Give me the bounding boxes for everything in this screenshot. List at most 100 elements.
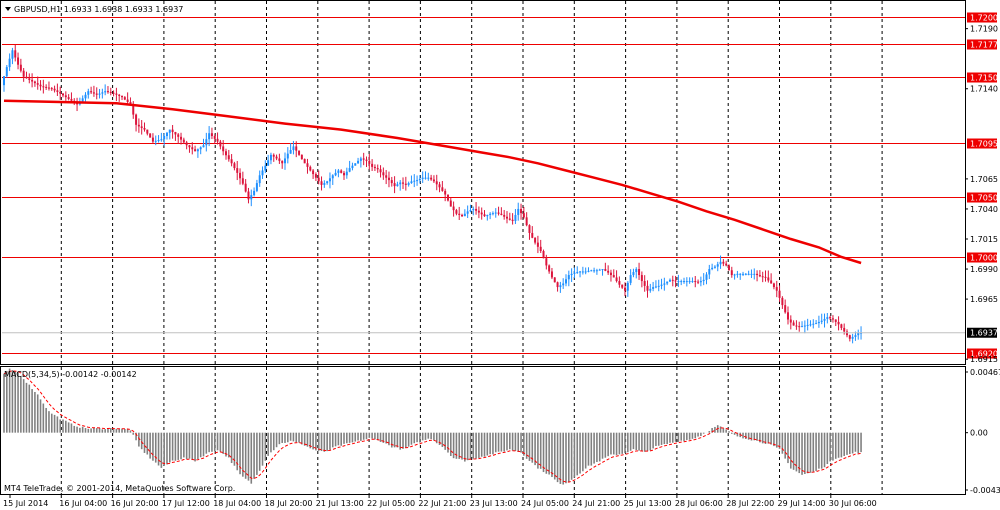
candle-body: [798, 326, 801, 328]
candle-body: [685, 281, 688, 283]
candle-body: [446, 194, 449, 201]
level-label-box: [967, 39, 997, 50]
candle-body: [792, 322, 795, 326]
dropdown-triangle-icon[interactable]: [5, 7, 11, 11]
candle-body: [503, 214, 506, 217]
candle-body: [753, 273, 756, 275]
candle-body: [461, 214, 464, 217]
candle-body: [115, 93, 118, 95]
candle-body: [253, 190, 256, 196]
candle-body: [314, 174, 317, 178]
candle-body: [795, 325, 798, 327]
candle-body: [528, 225, 531, 233]
candle-body: [328, 178, 331, 182]
candle-body: [517, 208, 520, 215]
candle-body: [638, 269, 641, 276]
candle-body: [677, 281, 680, 283]
candles: [3, 44, 863, 344]
candle-body: [466, 211, 469, 214]
candle-body: [573, 272, 576, 274]
candle-body: [140, 126, 143, 129]
candle-body: [789, 319, 792, 323]
candle-body: [567, 275, 570, 280]
candle-body: [396, 184, 399, 187]
candle-body: [182, 139, 185, 143]
candle-body: [427, 177, 430, 179]
candle-body: [688, 281, 691, 283]
candle-body: [404, 183, 407, 185]
candle-body: [135, 114, 138, 125]
candle-body: [281, 160, 284, 164]
time-tick-label: 30 Jul 06:00: [829, 499, 877, 508]
candle-body: [365, 159, 368, 161]
candle-body: [781, 297, 784, 306]
candle-body: [143, 128, 146, 130]
candle-body: [208, 133, 211, 140]
candle-body: [81, 98, 84, 102]
candle-body: [565, 279, 567, 284]
time-tick-label: 21 Jul 13:00: [316, 499, 364, 508]
candle-body: [725, 263, 728, 266]
level-label-box: [967, 138, 997, 149]
candle-body: [716, 264, 719, 267]
symbol-title: GBPUSD,H1 1.6933 1.6938 1.6933 1.6937: [14, 5, 183, 14]
candle-body: [129, 101, 132, 105]
candle-body: [410, 181, 413, 184]
candle-body: [801, 326, 804, 328]
candle-body: [458, 213, 461, 215]
candle-body: [840, 324, 843, 328]
candle-body: [267, 160, 270, 166]
candle-body: [556, 282, 559, 288]
candle-body: [104, 91, 107, 93]
candle-body: [851, 336, 854, 339]
chart-title[interactable]: GBPUSD,H1 1.6933 1.6938 1.6933 1.6937: [5, 5, 183, 14]
candle-body: [598, 269, 601, 271]
candle-body: [640, 275, 643, 282]
candle-body: [652, 287, 655, 289]
candle-body: [469, 210, 472, 212]
candle-body: [837, 321, 840, 325]
candle-body: [626, 282, 629, 291]
candle-body: [680, 281, 683, 283]
candle-body: [402, 182, 405, 184]
macd-axis: 0.00467 0.00 -0.00436: [965, 368, 1000, 495]
candle-body: [435, 181, 438, 185]
candle-body: [334, 172, 337, 176]
candle-body: [508, 218, 511, 220]
candle-body: [67, 97, 70, 99]
candle-body: [255, 183, 258, 191]
candle-body: [292, 146, 295, 151]
price-tick-label: 1.7040: [970, 205, 998, 214]
ma-line[interactable]: [3, 99, 862, 265]
candle-body: [25, 76, 28, 79]
candle-body: [64, 95, 67, 98]
candle-body: [629, 275, 632, 283]
candle-body: [343, 172, 346, 176]
macd-signal: [3, 370, 862, 483]
candle-body: [438, 184, 441, 188]
candle-body: [590, 270, 593, 272]
price-tick-label: 1.6915: [970, 355, 998, 364]
price-tick-label: 1.7140: [970, 85, 998, 94]
candle-body: [300, 154, 303, 160]
candle-body: [45, 86, 48, 88]
price-tick-label: 1.6965: [970, 295, 998, 304]
candle-body: [483, 214, 486, 217]
level-label-box: [967, 12, 997, 23]
candle-body: [806, 324, 809, 326]
candle-body: [424, 177, 427, 179]
macd-histogram: [3, 368, 862, 485]
candle-body: [579, 271, 582, 273]
candle-body: [663, 283, 666, 285]
candle-body: [118, 94, 121, 96]
time-tick-label: 28 Jul 22:00: [726, 499, 774, 508]
candle-body: [151, 137, 154, 142]
time-tick-label: 22 Jul 05:00: [367, 499, 415, 508]
candle-body: [654, 286, 657, 288]
candle-body: [11, 50, 14, 59]
candle-body: [371, 163, 374, 167]
candle-body: [227, 155, 230, 160]
candle-body: [803, 325, 806, 327]
level-label-box: [967, 252, 997, 263]
candle-body: [320, 181, 323, 185]
